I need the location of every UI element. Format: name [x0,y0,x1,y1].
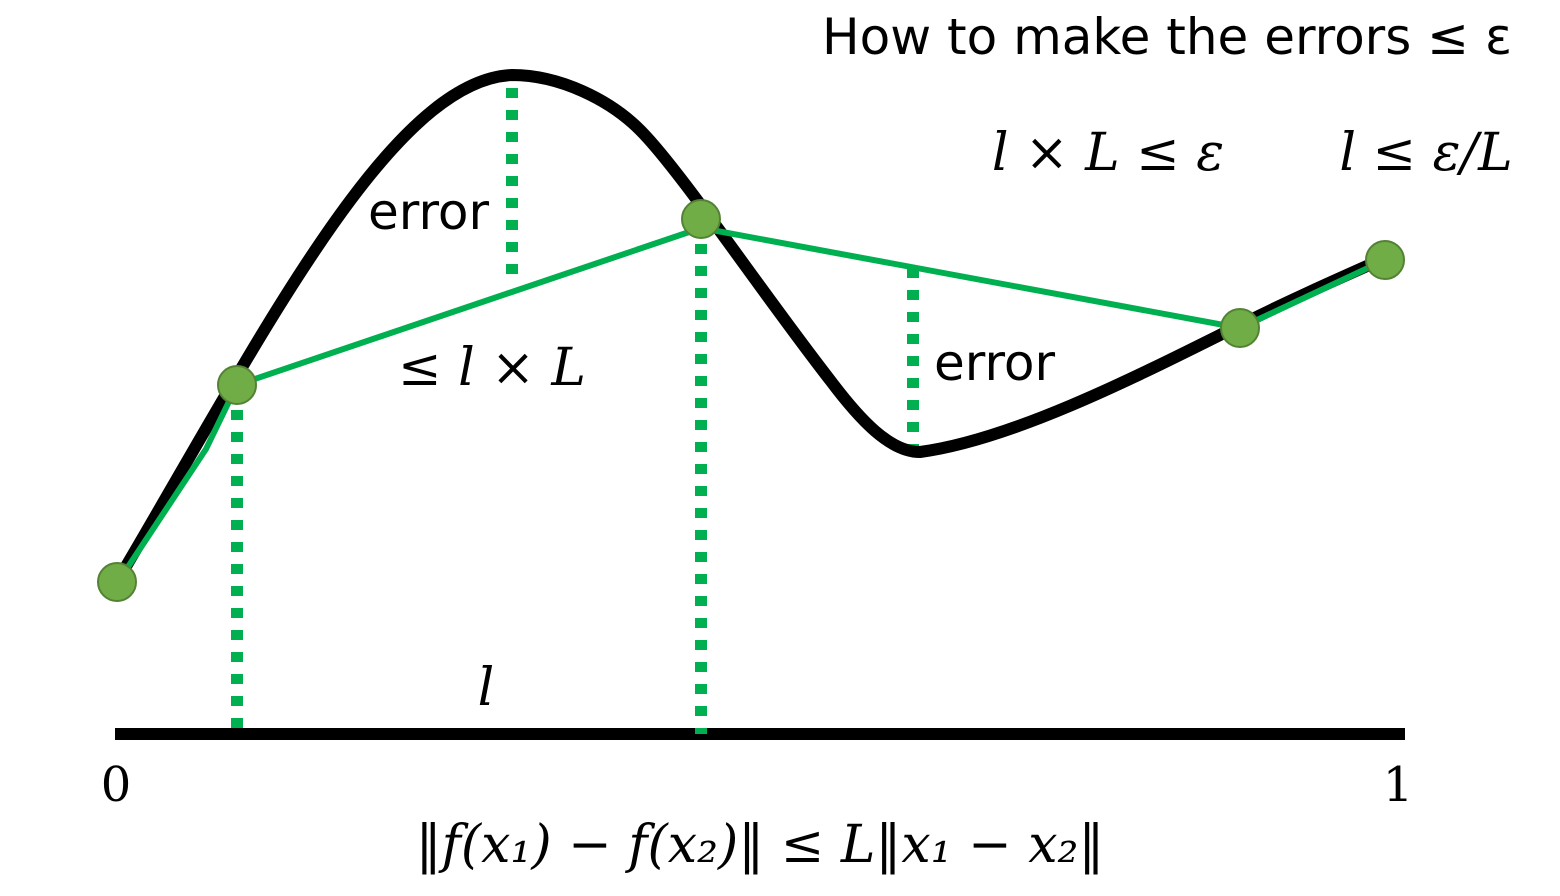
error-label-right: error [934,334,1055,392]
axis-end-label: 1 [1383,757,1414,813]
condition-product: l × L ≤ ε [992,123,1224,183]
sample-point [217,365,257,405]
error-label-left: error [368,183,489,241]
sample-points [97,199,1405,602]
condition-ratio: l ≤ ε/L [1339,123,1512,183]
diagram-title: How to make the errors ≤ ε [822,8,1512,66]
sample-point [97,562,137,602]
function-curve [112,69,1391,586]
lipschitz-inequality: ‖f(x₁) − f(x₂)‖ ≤ L‖x₁ − x₂‖ [416,815,1105,875]
axis-start-label: 0 [101,757,132,813]
sample-point [681,199,721,239]
slope-bound-label: ≤ l × L [398,338,586,398]
sample-point [1220,308,1260,348]
piecewise-linear-approximation [115,225,1387,584]
segment-length-label: l [478,658,495,718]
sample-point [1365,240,1405,280]
